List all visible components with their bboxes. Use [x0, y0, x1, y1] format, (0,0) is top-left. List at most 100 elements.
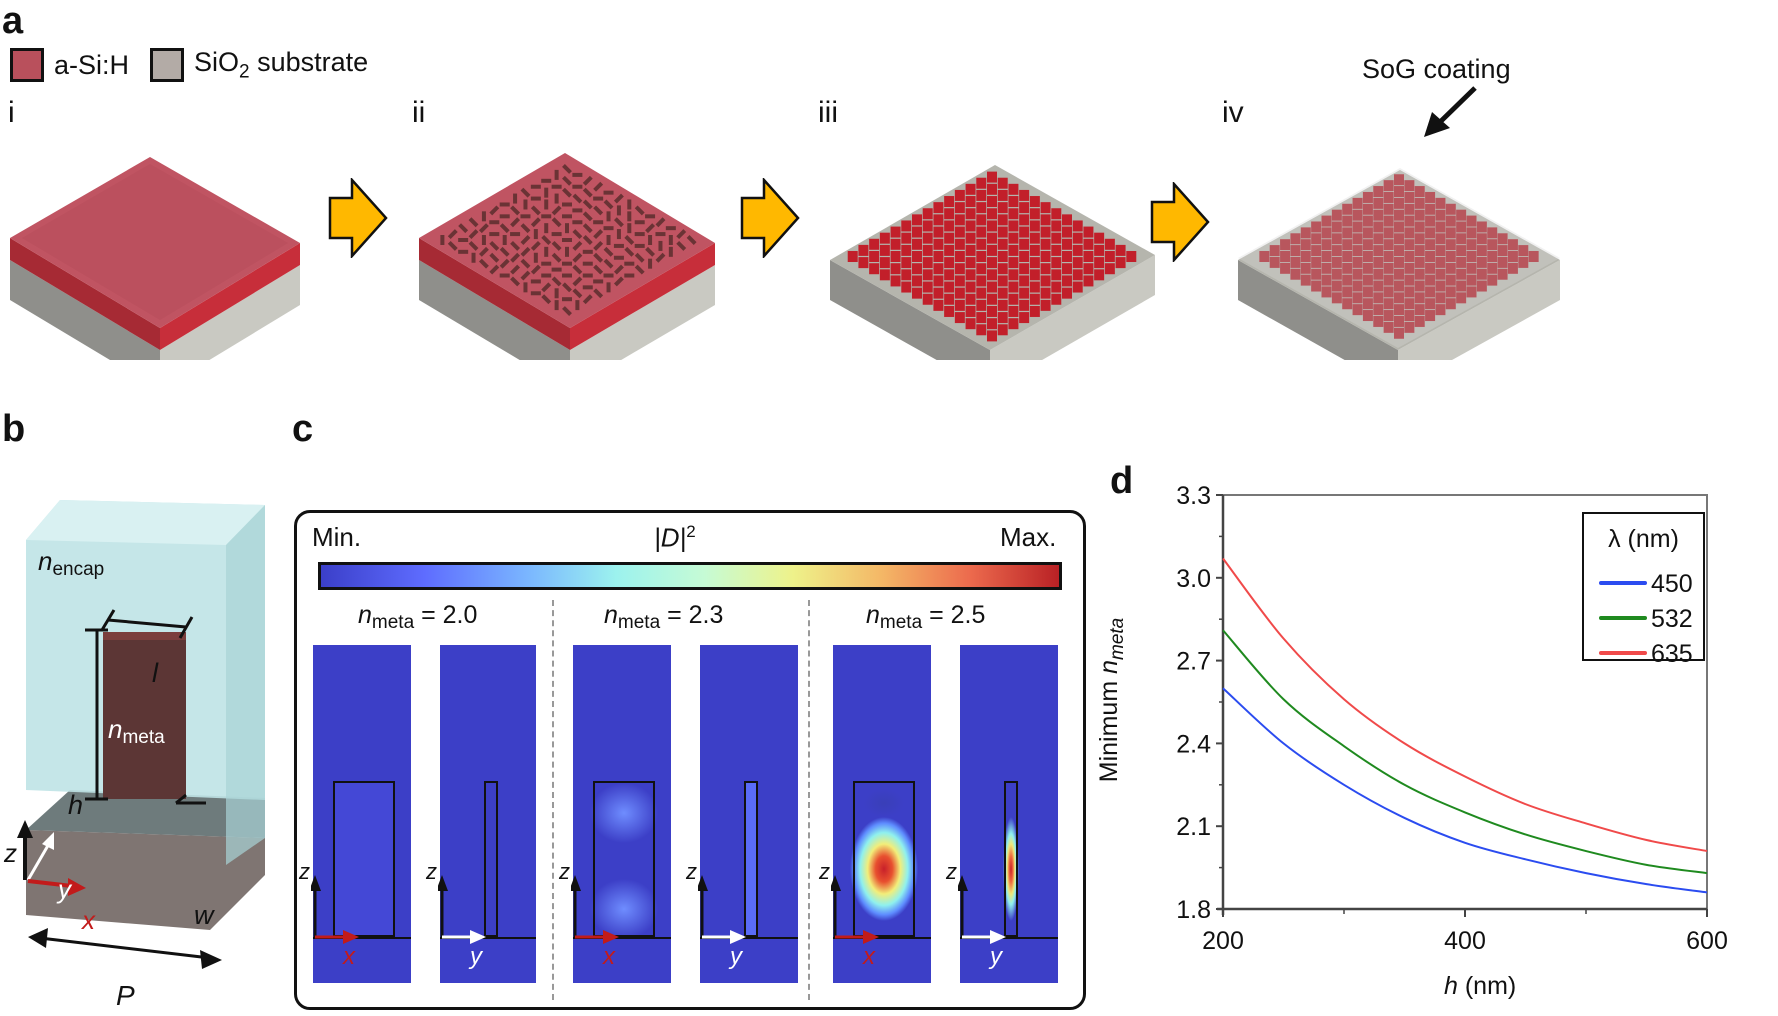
nanofin: [1040, 214, 1051, 226]
nanofin: [1321, 227, 1332, 239]
nanofin: [944, 281, 955, 293]
nanofin: [1311, 245, 1322, 257]
legend-a-si-h: a-Si:H: [10, 48, 129, 82]
nanofin: [1342, 262, 1353, 274]
nanofin: [520, 258, 531, 269]
nanofin: [1404, 215, 1415, 227]
nanofin: [1362, 239, 1373, 251]
nanofin: [1414, 209, 1425, 221]
nanofin: [1342, 298, 1353, 310]
z-axis-label: z: [686, 859, 697, 884]
step-iii-diagram: [830, 165, 1155, 360]
nanofin: [603, 246, 614, 257]
nanofin: [901, 257, 912, 269]
nanofin: [562, 238, 572, 242]
nanofin: [1445, 227, 1456, 239]
nanofin: [997, 324, 1008, 336]
nanofin: [530, 279, 541, 284]
nanofin: [858, 244, 869, 256]
nanofin: [912, 287, 922, 299]
nanofin: [582, 273, 593, 278]
nanofin: [1040, 226, 1051, 238]
nanofin: [544, 223, 549, 234]
x-axis-label: x: [603, 943, 615, 970]
nanofin: [613, 243, 624, 248]
nanofin: [1342, 203, 1353, 215]
nanofin: [1083, 238, 1094, 250]
nanofin: [562, 202, 572, 207]
nanofin: [1094, 269, 1105, 281]
nanofin: [551, 276, 562, 287]
nanofin: [565, 246, 569, 257]
coordinate-axes-icon: [571, 875, 619, 944]
substrate-interface: [313, 937, 411, 939]
nanofin: [523, 282, 528, 293]
nanofin: [1497, 245, 1508, 257]
nanofin: [1019, 238, 1030, 250]
y-tick-label: 3.3: [1176, 482, 1211, 510]
nanofin: [1394, 315, 1404, 327]
nanofin: [976, 177, 987, 189]
sog-annotation: SoG coating: [1362, 54, 1511, 84]
nanofin: [544, 199, 549, 210]
nanofin: [1456, 256, 1467, 268]
nanofin: [976, 238, 987, 250]
nanofin: [551, 240, 562, 251]
nanofin: [1383, 298, 1394, 310]
nanofin: [1456, 268, 1467, 280]
nanofin: [1019, 299, 1030, 311]
nanofin: [1321, 239, 1332, 251]
nanofin: [1373, 197, 1384, 209]
nanofin: [922, 257, 933, 269]
nanofin: [987, 293, 997, 305]
nanofin: [997, 226, 1008, 238]
nanofin: [1040, 251, 1051, 262]
colorbar-min-label: Min.: [312, 522, 362, 552]
nanofin: [1383, 310, 1394, 322]
nanofin: [627, 211, 632, 222]
nanofin: [530, 184, 541, 189]
nanofin: [1072, 281, 1083, 293]
nanofin: [912, 214, 922, 226]
nanofin: [613, 255, 624, 260]
nanofin: [997, 177, 1008, 189]
coordinate-axes-icon: [831, 875, 879, 944]
nanofin: [1383, 274, 1394, 286]
nanofin: [489, 220, 500, 225]
nanofin: [1019, 251, 1030, 262]
nanofin: [933, 287, 944, 299]
nanofin: [1331, 292, 1342, 304]
nanofin: [1362, 274, 1373, 286]
nanofin: [954, 238, 965, 250]
nanofin: [1062, 251, 1072, 262]
nanofin: [489, 205, 500, 216]
nanofin: [890, 263, 901, 275]
nanofin: [912, 263, 922, 275]
nanofin: [1445, 274, 1456, 286]
nanofin: [987, 257, 997, 269]
n-encap-label: nencap: [38, 546, 105, 580]
nanofin: [1094, 232, 1105, 244]
y-axis-label: y: [730, 943, 742, 970]
nanofin: [1040, 263, 1051, 275]
nanofin: [530, 205, 541, 216]
nanofin: [997, 275, 1008, 287]
nanofin: [1373, 186, 1384, 198]
nanofin: [606, 211, 611, 222]
nanofin: [1445, 203, 1456, 215]
nanofin: [901, 269, 912, 281]
nanofin: [1115, 244, 1126, 256]
nanofin: [1394, 221, 1404, 233]
nanofin: [554, 169, 559, 180]
nanofin: [1456, 280, 1467, 292]
nanofin: [520, 246, 531, 257]
nanofin: [530, 240, 541, 251]
nanofin: [613, 276, 624, 287]
nanofin: [1435, 221, 1446, 233]
nanofin: [1008, 244, 1019, 256]
nanofin: [1029, 232, 1040, 244]
nanofin: [1019, 263, 1030, 275]
nanofin: [1269, 245, 1280, 257]
nanofin: [1404, 180, 1415, 192]
